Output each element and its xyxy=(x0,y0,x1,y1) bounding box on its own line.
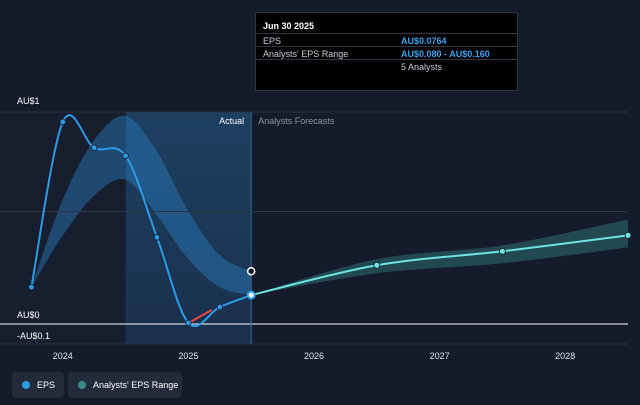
eps-point xyxy=(28,283,35,291)
tooltip-eps-row: EPS AU$0.0764 xyxy=(256,33,517,48)
x-tick-label: 2024 xyxy=(53,351,73,361)
eps-negative-segment xyxy=(187,309,213,324)
y-axis-label: -AU$0.1 xyxy=(17,331,50,341)
legend-eps-label: EPS xyxy=(37,380,56,390)
tooltip: Jun 30 2025 EPS AU$0.0764 Analysts' EPS … xyxy=(255,12,518,91)
eps-dot-icon xyxy=(22,381,30,389)
eps-line xyxy=(30,114,252,328)
tooltip-range-label: Analysts' EPS Range xyxy=(263,49,349,59)
eps-point xyxy=(59,118,66,126)
actual-highlight xyxy=(125,112,252,344)
section-forecast-label: Analysts Forecasts xyxy=(258,116,335,126)
tooltip-range-value: AU$0.080 - AU$0.160 xyxy=(401,49,490,59)
past-estimate-point xyxy=(246,266,256,276)
eps-point xyxy=(216,303,223,311)
x-tick-label: 2026 xyxy=(304,351,324,361)
range-dot-icon xyxy=(78,381,86,389)
tooltip-analysts-row: 5 Analysts xyxy=(256,59,517,74)
legend-range[interactable]: Analysts' EPS Range xyxy=(68,372,182,398)
x-tick-label: 2027 xyxy=(430,351,450,361)
forecast-point xyxy=(373,261,381,269)
past-region xyxy=(0,112,126,344)
eps-point xyxy=(246,290,256,300)
eps-point xyxy=(90,144,98,152)
tooltip-eps-value: AU$0.0764 xyxy=(401,36,447,46)
y-axis-label: AU$0 xyxy=(17,310,40,320)
section-actual-label: Actual xyxy=(219,116,244,126)
x-tick-label: 2028 xyxy=(555,351,575,361)
forecast-line xyxy=(250,234,629,297)
x-tick-label: 2025 xyxy=(178,351,198,361)
tooltip-title: Jun 30 2025 xyxy=(263,21,315,31)
legend-eps[interactable]: EPS xyxy=(12,372,64,398)
eps-point xyxy=(185,319,192,327)
forecast-point xyxy=(498,247,506,255)
past-estimate-band xyxy=(31,115,252,296)
y-axis-label: AU$1 xyxy=(17,96,40,106)
tooltip-range-row: Analysts' EPS Range AU$0.080 - AU$0.160 xyxy=(256,46,517,61)
eps-point xyxy=(122,152,129,159)
forecast-point xyxy=(624,231,632,239)
tooltip-analysts: 5 Analysts xyxy=(401,62,443,72)
legend-range-label: Analysts' EPS Range xyxy=(93,380,179,390)
tooltip-eps-label: EPS xyxy=(263,36,282,46)
eps-point xyxy=(153,234,161,241)
